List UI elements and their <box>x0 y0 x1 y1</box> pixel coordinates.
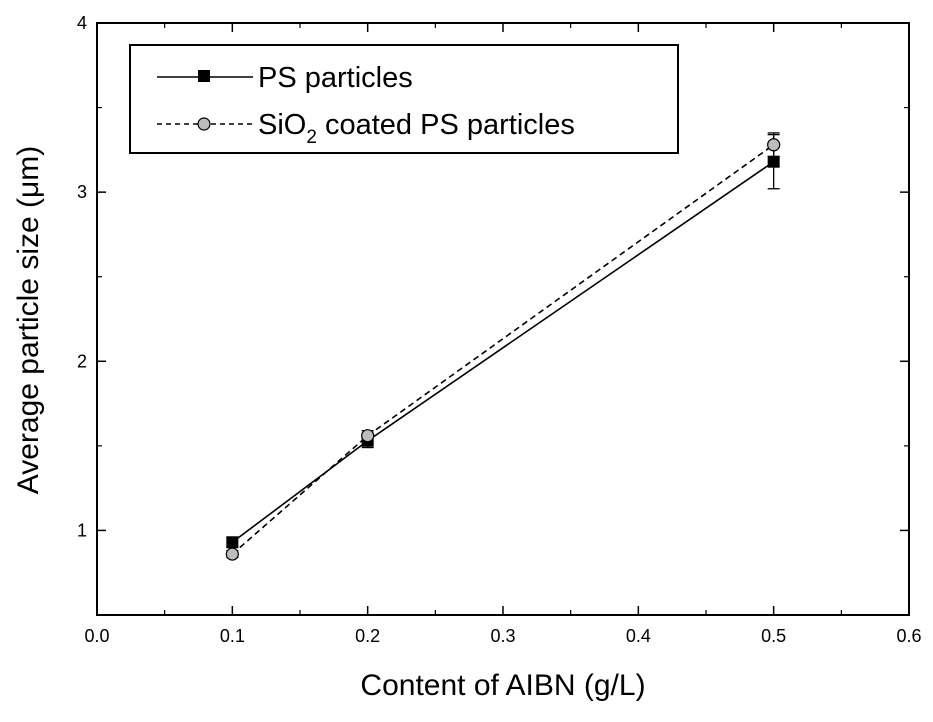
legend-marker-ps <box>198 70 210 82</box>
series-sio2-coated-ps-particles <box>225 132 781 561</box>
x-tick-label: 0.6 <box>896 626 921 646</box>
data-point <box>226 536 239 549</box>
legend-marker-sio2 <box>197 117 211 131</box>
x-tick-label: 0.2 <box>355 626 380 646</box>
legend: PS particles SiO2 coated PS particles <box>129 44 679 154</box>
x-tick-label: 0.5 <box>761 626 786 646</box>
data-point <box>361 429 375 443</box>
series-layer <box>225 132 781 561</box>
x-tick-label: 0.0 <box>84 626 109 646</box>
data-point <box>767 155 780 168</box>
legend-label-ps: PS particles <box>258 62 413 94</box>
y-tick-label: 2 <box>77 351 87 371</box>
legend-label-sio2-sub: 2 <box>306 127 317 148</box>
y-axis-title: Average particle size (μm) <box>12 146 45 495</box>
legend-label-sio2: SiO2 coated PS particles <box>258 109 575 148</box>
series-line <box>231 144 775 555</box>
legend-label-ps-text: PS particles <box>258 62 413 94</box>
legend-label-sio2-post: coated PS particles <box>317 109 575 141</box>
data-point <box>225 547 239 561</box>
series-line <box>231 161 775 543</box>
x-tick-label: 0.1 <box>220 626 245 646</box>
tick-labels: 0.0 0.1 0.2 0.3 0.4 0.5 0.6 1 2 3 4 <box>77 13 922 646</box>
y-tick-label: 4 <box>77 13 87 33</box>
data-point <box>767 138 781 152</box>
y-tick-label: 3 <box>77 182 87 202</box>
x-tick-label: 0.4 <box>626 626 651 646</box>
x-axis-title: Content of AIBN (g/L) <box>360 669 645 702</box>
x-tick-label: 0.3 <box>490 626 515 646</box>
axis-ticks <box>96 22 910 615</box>
legend-label-sio2-pre: SiO <box>258 109 306 141</box>
legend-box <box>129 44 679 154</box>
y-tick-label: 1 <box>77 520 87 540</box>
